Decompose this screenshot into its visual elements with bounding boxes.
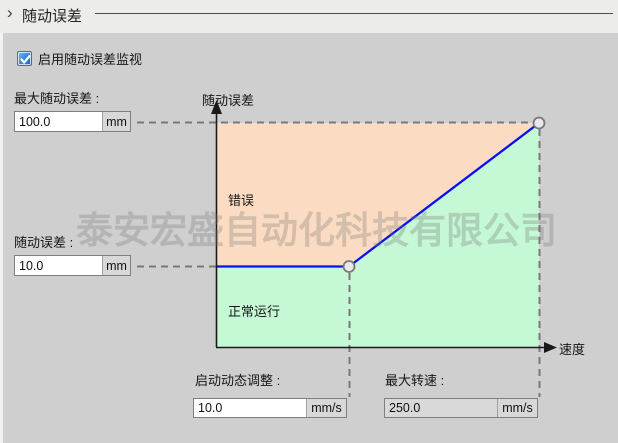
enable-monitoring-label: 启用随动误差监视 — [38, 52, 143, 67]
max-following-error-label: 最大随动误差 : — [14, 91, 100, 106]
error-region — [217, 123, 539, 266]
enable-monitoring-row: 启用随动误差监视 — [17, 49, 142, 68]
normal-region-label: 正常运行 — [228, 304, 281, 319]
following-error-unit: mm — [102, 256, 130, 275]
dynamic-adjustment-field: mm/s — [193, 398, 347, 418]
dynamic-adjustment-unit: mm/s — [306, 399, 346, 417]
dynamic-adjustment-input[interactable] — [194, 399, 306, 417]
max-following-error-input[interactable] — [15, 112, 102, 131]
curve-handle-max[interactable] — [532, 116, 546, 130]
enable-monitoring-checkbox[interactable] — [17, 51, 32, 66]
following-error-input[interactable] — [15, 256, 102, 275]
header-divider — [95, 13, 613, 14]
normal-region — [217, 123, 539, 347]
chart-x-axis-label: 速度 — [559, 342, 586, 357]
max-velocity-field: mm/s — [384, 398, 538, 418]
page-title: 随动误差 — [22, 8, 83, 25]
curve-handle-breakpoint[interactable] — [342, 260, 356, 273]
following-error-field: mm — [14, 255, 131, 276]
max-velocity-input[interactable] — [385, 399, 497, 417]
chart-y-axis-label: 随动误差 — [202, 93, 255, 108]
max-following-error-unit: mm — [102, 112, 130, 131]
checkmark-icon — [20, 54, 31, 64]
max-following-error-field: mm — [14, 111, 131, 132]
x-axis-arrow-icon — [544, 342, 557, 353]
max-velocity-unit: mm/s — [497, 399, 537, 417]
error-region-label: 错误 — [228, 193, 255, 208]
chevron-right-icon[interactable]: › — [7, 3, 13, 22]
dynamic-adjustment-label: 启动动态调整 : — [195, 373, 281, 388]
following-error-label: 随动误差 : — [14, 235, 74, 250]
section-header: › 随动误差 — [0, 0, 618, 33]
max-velocity-label: 最大转速 : — [385, 373, 445, 388]
y-axis-arrow-icon — [211, 100, 222, 114]
